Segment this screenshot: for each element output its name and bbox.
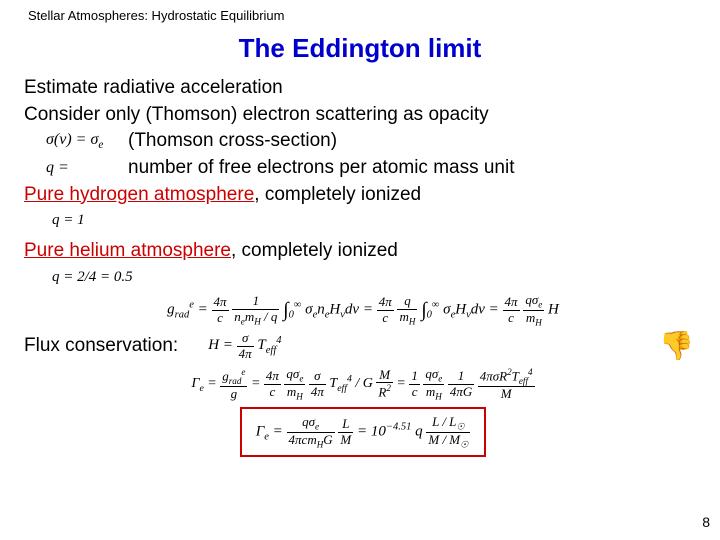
- boxed-equation: Γe = qσe4πcmHG LM = 10−4.51 q L / L☉M / …: [240, 407, 487, 457]
- thumb-down-icon: 👎: [659, 328, 694, 364]
- boxed-equation-row: Γe = qσe4πcmHG LM = 10−4.51 q L / L☉M / …: [24, 407, 702, 457]
- text-line-2: Consider only (Thomson) electron scatter…: [24, 103, 702, 128]
- q1-equation: q = 1: [52, 211, 702, 231]
- hydrogen-line: Pure hydrogen atmosphere, completely ion…: [24, 183, 702, 208]
- q-equation: q =: [46, 158, 118, 179]
- q-row: q = number of free electrons per atomic …: [24, 156, 702, 181]
- flux-equation: H = σ4π Teff4: [208, 331, 281, 361]
- helium-line: Pure helium atmosphere, completely ioniz…: [24, 239, 702, 264]
- thomson-label: (Thomson cross-section): [128, 129, 337, 154]
- q2-equation: q = 2/4 = 0.5: [52, 268, 702, 288]
- flux-label: Flux conservation:: [24, 334, 178, 359]
- hydrogen-underline: Pure hydrogen atmosphere: [24, 184, 254, 205]
- slide-header: Stellar Atmospheres: Hydrostatic Equilib…: [0, 0, 720, 23]
- page-number: 8: [702, 514, 710, 530]
- helium-underline: Pure helium atmosphere: [24, 240, 231, 261]
- q-label: number of free electrons per atomic mass…: [128, 156, 515, 181]
- content-area: Estimate radiative acceleration Consider…: [0, 76, 720, 457]
- text-line-1: Estimate radiative acceleration: [24, 76, 702, 101]
- sigma-equation: σ(ν) = σe: [46, 130, 118, 153]
- grad-equation: grade = 4πc 1nemH / q ∫0∞ σeneHνdν = 4πc…: [167, 293, 559, 327]
- grad-equation-row: grade = 4πc 1nemH / q ∫0∞ σeneHνdν = 4πc…: [24, 293, 702, 327]
- slide-title: The Eddington limit: [0, 33, 720, 64]
- sigma-row: σ(ν) = σe (Thomson cross-section): [24, 129, 702, 154]
- gamma-equation-row: Γe = gradeg = 4πc qσemH σ4π Teff4 / G MR…: [24, 367, 702, 401]
- gamma-equation: Γe = gradeg = 4πc qσemH σ4π Teff4 / G MR…: [191, 376, 534, 391]
- flux-row: Flux conservation: H = σ4π Teff4 👎: [24, 331, 702, 361]
